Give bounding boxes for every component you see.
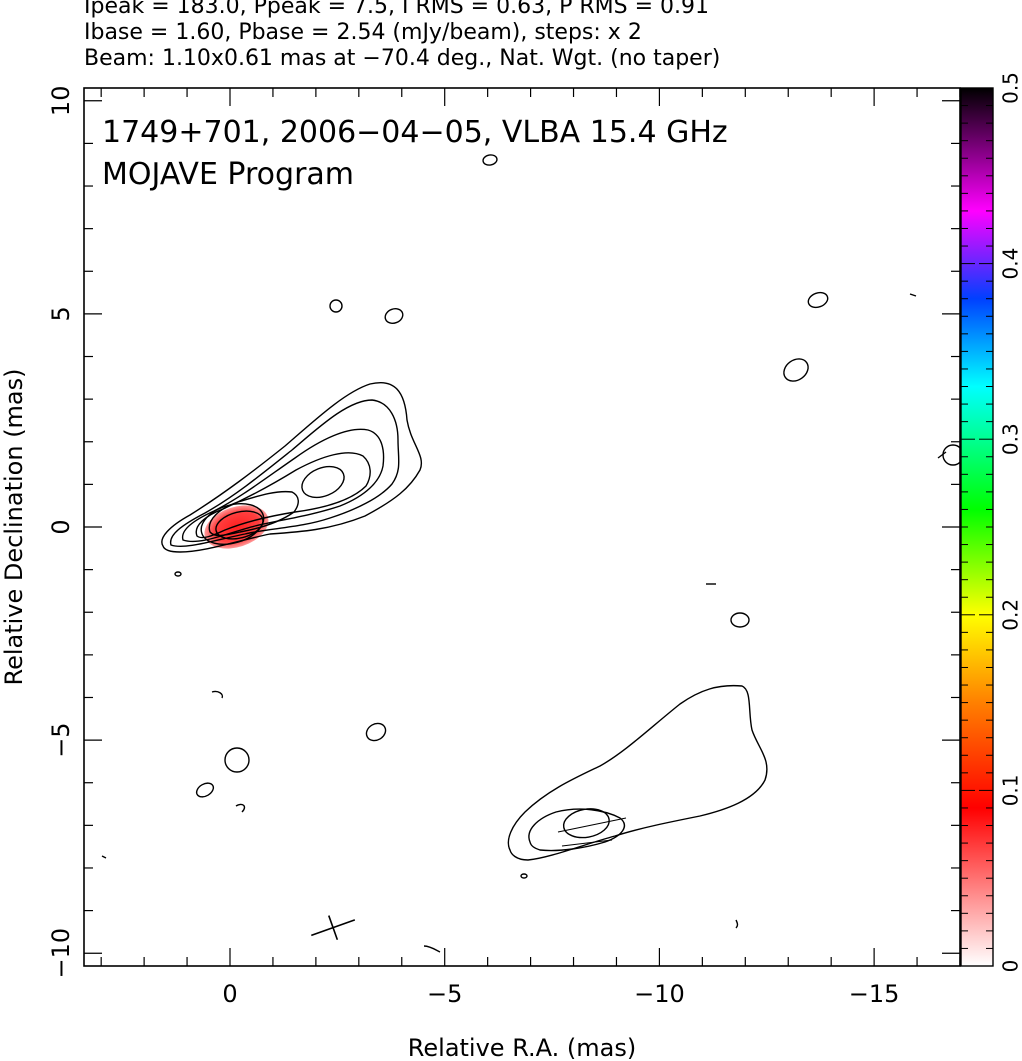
y-tick-label: −10 <box>47 928 75 979</box>
program-label: MOJAVE Program <box>102 157 354 192</box>
x-tick-label: −15 <box>849 980 900 1008</box>
noise-contour <box>195 782 215 798</box>
noise-contour <box>384 308 404 324</box>
y-tick-label: 10 <box>47 86 75 117</box>
colorbar-tick-labels: 0 0.1 0.2 0.3 0.4 0.5 <box>999 72 1022 972</box>
core-contour-7 <box>215 510 264 540</box>
colorbar-tick-label: 0.4 <box>999 248 1022 280</box>
header-line-1: Ipeak = 183.0, Ppeak = 7.5, I RMS = 0.63… <box>84 0 709 19</box>
jet-knot-contour <box>301 465 345 499</box>
noise-contour <box>329 299 343 313</box>
noise-contour-fragment <box>423 945 441 953</box>
noise-contour <box>224 747 250 773</box>
noise-contour <box>482 154 498 166</box>
noise-contour-fragment <box>235 803 246 813</box>
south-contour-3 <box>562 808 610 839</box>
noise-contour <box>520 873 528 879</box>
colorbar-tick-label: 0 <box>999 960 1022 973</box>
y-tick-label: 0 <box>47 519 75 534</box>
axis-ticks <box>84 88 961 966</box>
south-contour-2 <box>528 808 625 852</box>
pol-tick <box>561 839 613 847</box>
noise-contour <box>174 571 182 577</box>
noise-contour-fragment <box>101 855 107 859</box>
colorbar-tick-label: 0.5 <box>999 72 1022 104</box>
noise-contour <box>783 358 809 382</box>
noise-contour <box>730 612 750 628</box>
x-tick-label: 0 <box>222 980 237 1008</box>
pol-tick <box>557 817 627 833</box>
y-tick-label: 5 <box>47 306 75 321</box>
colorbar-tick-label: 0.3 <box>999 423 1022 455</box>
noise-contour-fragment <box>937 451 947 459</box>
south-contour-1 <box>507 684 768 861</box>
colorbar-tick-label: 0.1 <box>999 774 1022 806</box>
jet-contour-3 <box>181 428 385 543</box>
header-line-3: Beam: 1.10x0.61 mas at −70.4 deg., Nat. … <box>84 46 721 71</box>
contours <box>101 154 964 953</box>
source-title: 1749+701, 2006−04−05, VLBA 15.4 GHz <box>102 115 728 150</box>
x-tick-label: −5 <box>427 980 462 1008</box>
noise-contour-fragment <box>909 293 917 297</box>
noise-contour-fragment <box>735 919 739 929</box>
noise-contour <box>365 722 387 742</box>
noise-contour <box>807 291 829 309</box>
y-tick-labels: −10 −5 0 5 10 <box>47 86 75 979</box>
y-tick-label: −5 <box>47 722 75 757</box>
core-contour-6 <box>200 503 265 545</box>
y-axis-label: Relative Declination (mas) <box>0 368 28 685</box>
header-line-2: Ibase = 1.60, Pbase = 2.54 (mJy/beam), s… <box>84 20 642 45</box>
jet-contour-2 <box>169 399 400 548</box>
beam-minor-axis <box>328 915 339 940</box>
colorbar-ticks <box>961 87 993 967</box>
x-axis-label: Relative R.A. (mas) <box>408 1034 636 1061</box>
noise-contour-fragment <box>211 690 224 699</box>
colorbar-tick-label: 0.2 <box>999 599 1022 631</box>
x-tick-label: −10 <box>634 980 685 1008</box>
x-tick-labels: 0 −5 −10 −15 <box>222 980 899 1008</box>
